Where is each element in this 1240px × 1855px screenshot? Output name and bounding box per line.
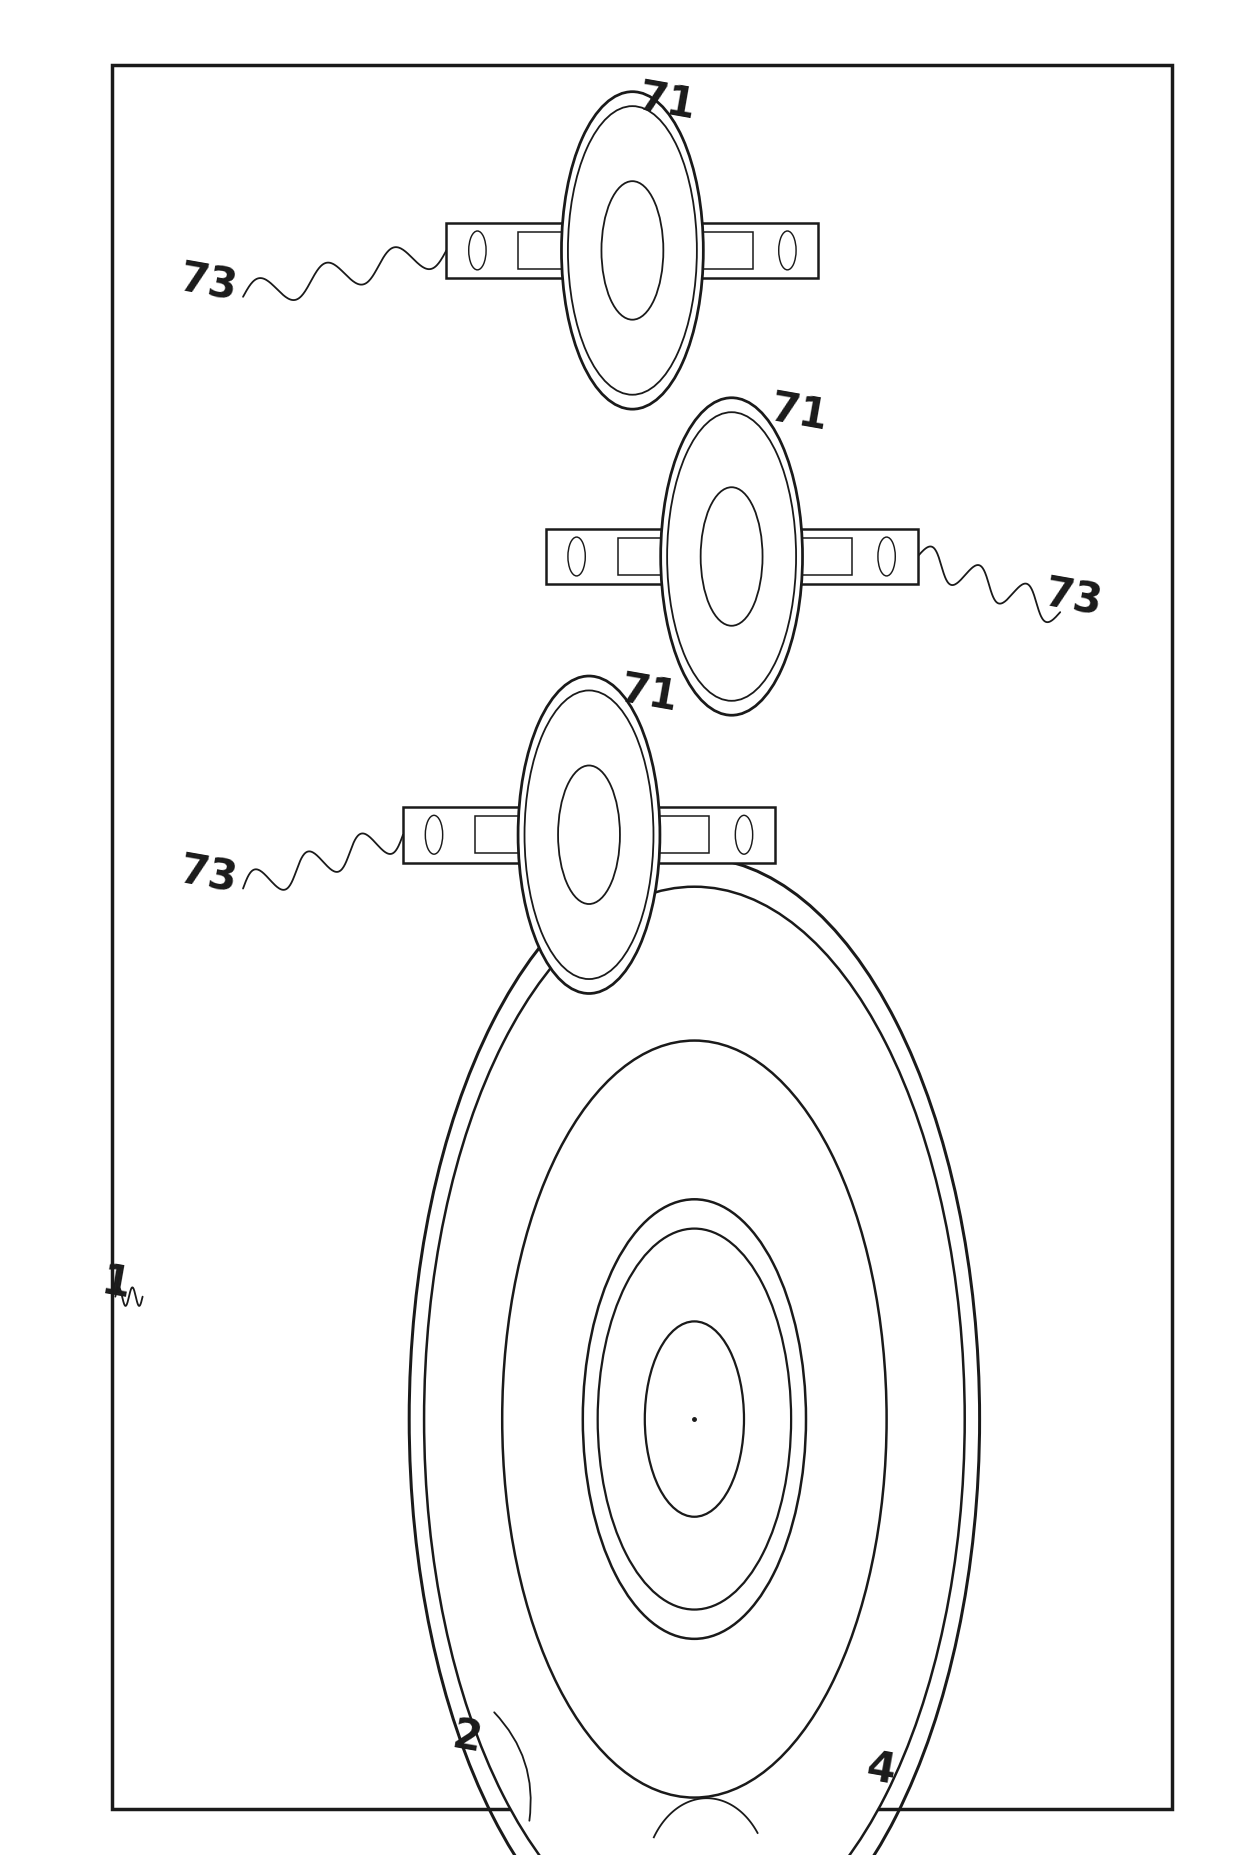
Bar xyxy=(403,807,775,863)
Text: 2: 2 xyxy=(450,1714,485,1762)
Text: 73: 73 xyxy=(1040,573,1105,625)
Bar xyxy=(663,232,753,269)
Text: 1: 1 xyxy=(98,1260,133,1308)
Bar xyxy=(620,816,709,853)
Ellipse shape xyxy=(518,675,660,994)
Ellipse shape xyxy=(583,1200,806,1638)
Bar xyxy=(446,223,818,278)
Text: 71: 71 xyxy=(635,76,699,128)
Ellipse shape xyxy=(424,887,965,1855)
Ellipse shape xyxy=(645,1321,744,1517)
Ellipse shape xyxy=(562,91,703,410)
Bar xyxy=(475,816,564,853)
Text: 71: 71 xyxy=(766,388,831,440)
Bar xyxy=(618,538,707,575)
Text: 73: 73 xyxy=(176,258,241,310)
Bar xyxy=(546,529,918,584)
Text: 4: 4 xyxy=(863,1746,898,1794)
Ellipse shape xyxy=(661,397,802,716)
Bar xyxy=(518,232,608,269)
Bar xyxy=(763,538,852,575)
Text: 73: 73 xyxy=(176,850,241,902)
Text: 71: 71 xyxy=(616,668,681,720)
